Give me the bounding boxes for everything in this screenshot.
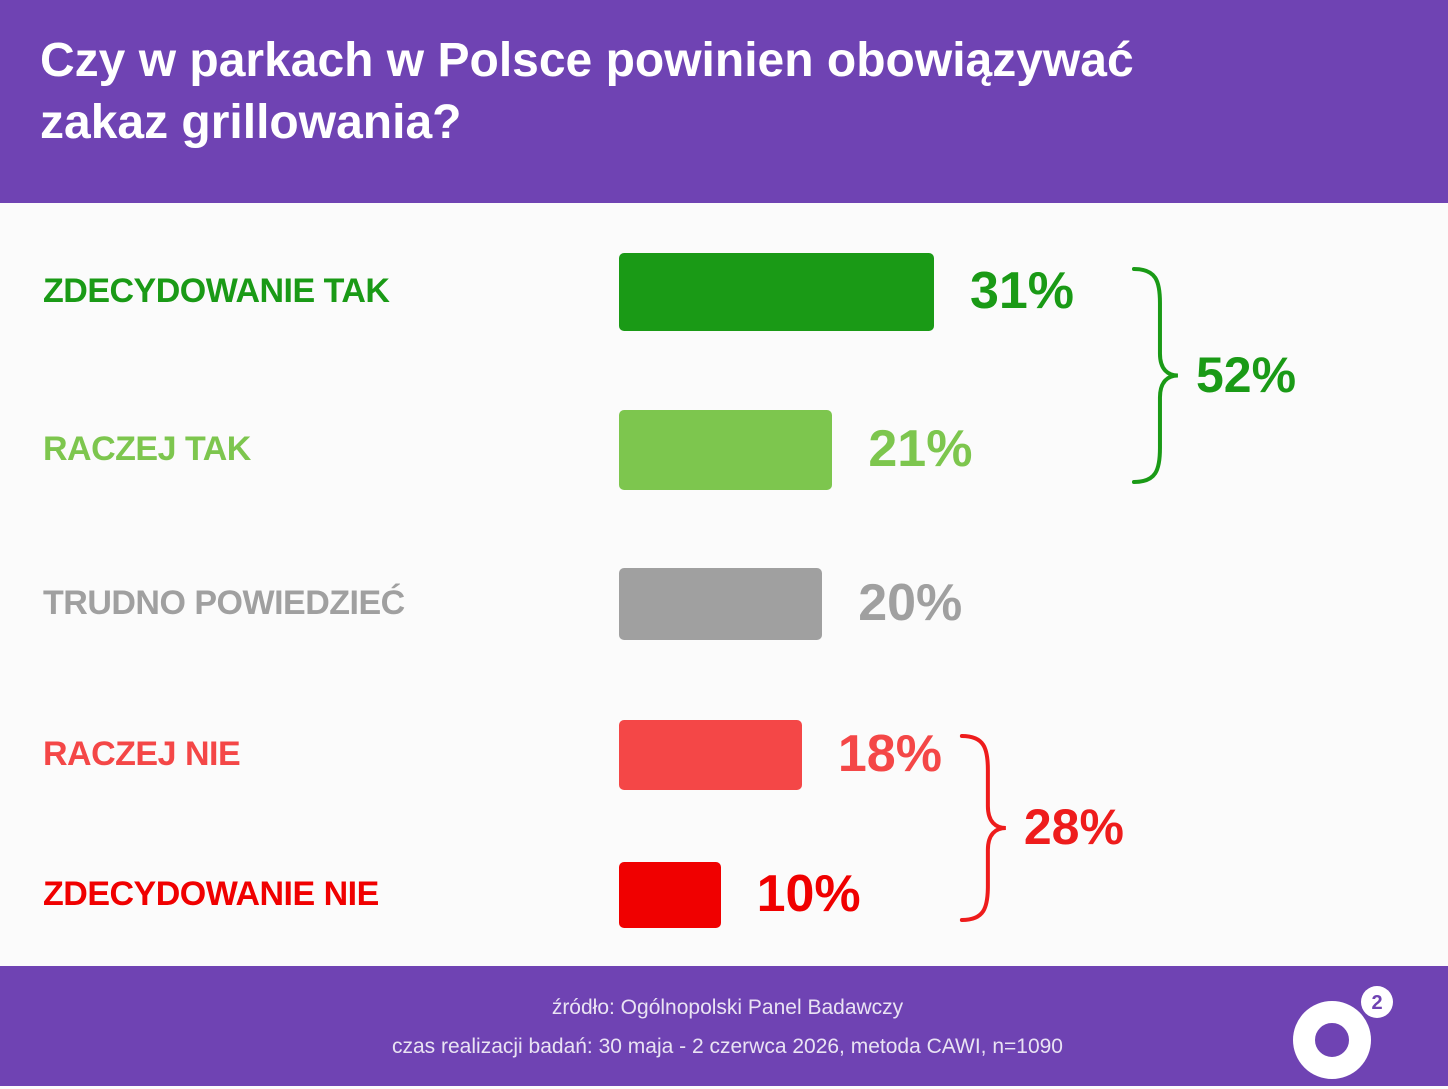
- value-label: 31%: [969, 261, 1075, 320]
- chart-title: Czy w parkach w Polsce powinien obowiązy…: [40, 34, 1134, 149]
- logo-ring: [1293, 1001, 1371, 1079]
- group-brace: [959, 734, 1007, 922]
- category-label: RACZEJ NIE: [43, 734, 241, 773]
- group-braces: [959, 267, 1179, 922]
- logo-superscript: 2: [1371, 992, 1382, 1014]
- bar: [619, 253, 934, 331]
- group-brace: [1131, 267, 1179, 484]
- category-label: ZDECYDOWANIE NIE: [43, 874, 379, 913]
- footer-banner: źródło: Ogólnopolski Panel Badawczy czas…: [0, 966, 1448, 1086]
- bar: [619, 862, 721, 928]
- logo-badge: [1361, 986, 1393, 1018]
- bar: [619, 410, 833, 490]
- value-label: 20%: [858, 573, 963, 632]
- category-label: ZDECYDOWANIE TAK: [43, 271, 390, 310]
- chart-area: ZDECYDOWANIE TAK 31% RACZEJ TAK 21% TRUDNO P…: [0, 203, 1448, 966]
- bar: [619, 720, 802, 790]
- group-total-label: 28%: [1023, 799, 1124, 855]
- value-label: 18%: [837, 724, 942, 783]
- value-label: 21%: [868, 419, 973, 478]
- source-text: źródło: Ogólnopolski Panel Badawczy: [551, 996, 904, 1019]
- value-label: 10%: [756, 864, 861, 923]
- category-label: TRUDNO POWIEDZIEĆ: [43, 583, 405, 622]
- method-text: czas realizacji badań: 30 maja - 2 czerw…: [392, 1035, 1063, 1058]
- group-total-label: 52%: [1195, 346, 1297, 403]
- category-label: RACZEJ TAK: [43, 429, 251, 468]
- bar: [619, 568, 823, 640]
- header-banner: Czy w parkach w Polsce powinien obowiązy…: [0, 0, 1448, 203]
- o2-logo-icon: 2: [1292, 984, 1402, 1089]
